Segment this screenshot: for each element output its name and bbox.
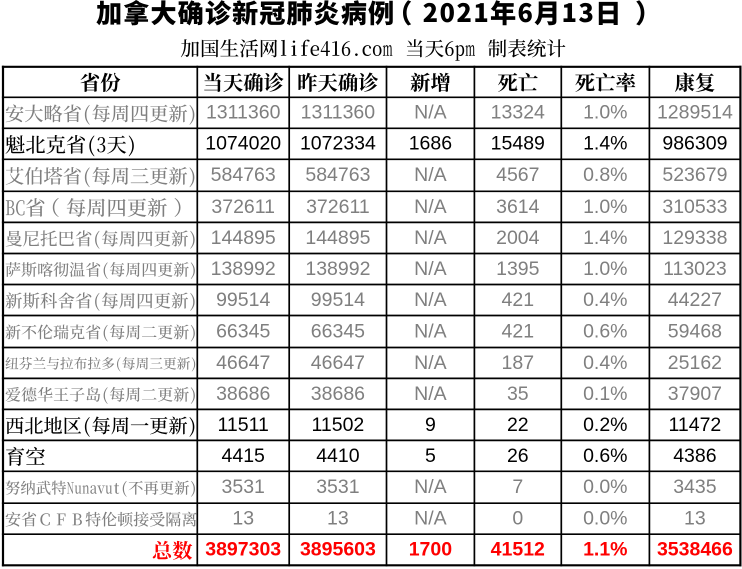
svg-text:46647: 46647 [311, 352, 365, 374]
svg-text:25162: 25162 [668, 352, 722, 374]
svg-text:1.0%: 1.0% [583, 196, 627, 218]
svg-text:N/A: N/A [414, 258, 447, 280]
svg-text:421: 421 [502, 289, 535, 311]
svg-text:13324: 13324 [491, 102, 545, 124]
svg-text:N/A: N/A [414, 320, 447, 342]
svg-text:37907: 37907 [668, 383, 722, 405]
svg-text:13: 13 [684, 508, 706, 530]
svg-text:3538466: 3538466 [657, 539, 733, 561]
svg-text:3895603: 3895603 [300, 539, 376, 561]
svg-text:1311360: 1311360 [301, 102, 376, 124]
svg-text:0.6%: 0.6% [583, 320, 627, 342]
svg-text:4410: 4410 [316, 445, 360, 467]
svg-text:N/A: N/A [414, 508, 447, 530]
svg-text:1311360: 1311360 [206, 102, 281, 124]
svg-text:0.1%: 0.1% [583, 383, 627, 405]
svg-text:1.4%: 1.4% [583, 133, 627, 155]
svg-text:187: 187 [502, 352, 535, 374]
svg-text:310533: 310533 [662, 196, 727, 218]
svg-text:138992: 138992 [211, 258, 276, 280]
svg-text:7: 7 [512, 476, 523, 498]
svg-text:N/A: N/A [414, 196, 447, 218]
svg-text:1.4%: 1.4% [583, 227, 627, 249]
svg-text:584763: 584763 [305, 164, 370, 186]
svg-text:138992: 138992 [305, 258, 370, 280]
svg-text:99514: 99514 [311, 289, 365, 311]
svg-text:144895: 144895 [211, 227, 276, 249]
svg-text:3435: 3435 [673, 476, 717, 498]
svg-text:59468: 59468 [668, 320, 722, 342]
svg-text:0: 0 [512, 508, 523, 530]
svg-text:1.1%: 1.1% [583, 539, 627, 561]
svg-text:N/A: N/A [414, 476, 447, 498]
svg-text:2004: 2004 [496, 227, 540, 249]
svg-text:15489: 15489 [491, 133, 545, 155]
svg-text:0.6%: 0.6% [583, 445, 627, 467]
svg-text:11511: 11511 [218, 414, 269, 436]
svg-text:0.2%: 0.2% [583, 414, 627, 436]
svg-text:11502: 11502 [312, 414, 365, 436]
svg-text:0.0%: 0.0% [583, 508, 627, 530]
svg-text:584763: 584763 [211, 164, 276, 186]
svg-text:9: 9 [425, 414, 436, 436]
svg-text:129338: 129338 [662, 227, 727, 249]
svg-text:372611: 372611 [306, 196, 370, 218]
svg-text:99514: 99514 [216, 289, 270, 311]
svg-text:1072334: 1072334 [300, 133, 376, 155]
svg-text:N/A: N/A [414, 227, 447, 249]
svg-text:N/A: N/A [414, 289, 447, 311]
svg-text:4386: 4386 [673, 445, 716, 467]
svg-text:5: 5 [425, 445, 436, 467]
svg-text:144895: 144895 [305, 227, 370, 249]
svg-text:113023: 113023 [663, 258, 727, 280]
svg-text:4415: 4415 [222, 445, 266, 467]
svg-text:13: 13 [327, 508, 349, 530]
svg-text:N/A: N/A [414, 102, 447, 124]
svg-text:66345: 66345 [216, 320, 270, 342]
svg-text:3614: 3614 [496, 196, 540, 218]
svg-text:0.4%: 0.4% [583, 289, 627, 311]
svg-text:1700: 1700 [409, 539, 453, 561]
svg-text:66345: 66345 [311, 320, 365, 342]
svg-text:N/A: N/A [414, 164, 447, 186]
svg-text:421: 421 [502, 320, 535, 342]
svg-text:1686: 1686 [409, 133, 452, 155]
svg-text:0.0%: 0.0% [583, 476, 627, 498]
svg-text:1.0%: 1.0% [583, 258, 627, 280]
svg-text:0.4%: 0.4% [583, 352, 627, 374]
svg-text:44227: 44227 [668, 289, 722, 311]
svg-text:N/A: N/A [414, 383, 447, 405]
svg-text:523679: 523679 [662, 164, 727, 186]
svg-text:41512: 41512 [491, 539, 545, 561]
svg-text:N/A: N/A [414, 352, 447, 374]
svg-text:1395: 1395 [496, 258, 540, 280]
svg-text:38686: 38686 [216, 383, 270, 405]
svg-text:35: 35 [507, 383, 529, 405]
svg-text:0.8%: 0.8% [583, 164, 627, 186]
svg-text:1.0%: 1.0% [583, 102, 627, 124]
svg-text:372611: 372611 [211, 196, 275, 218]
svg-text:3531: 3531 [222, 476, 265, 498]
svg-text:13: 13 [232, 508, 254, 530]
svg-text:4567: 4567 [496, 164, 539, 186]
svg-text:11472: 11472 [669, 414, 722, 436]
svg-text:986309: 986309 [662, 133, 727, 155]
svg-text:3897303: 3897303 [205, 539, 281, 561]
svg-text:26: 26 [507, 445, 529, 467]
svg-text:22: 22 [507, 414, 529, 436]
svg-text:3531: 3531 [316, 476, 359, 498]
svg-text:46647: 46647 [216, 352, 270, 374]
svg-text:38686: 38686 [311, 383, 365, 405]
svg-text:1289514: 1289514 [657, 102, 733, 124]
svg-text:1074020: 1074020 [205, 133, 281, 155]
